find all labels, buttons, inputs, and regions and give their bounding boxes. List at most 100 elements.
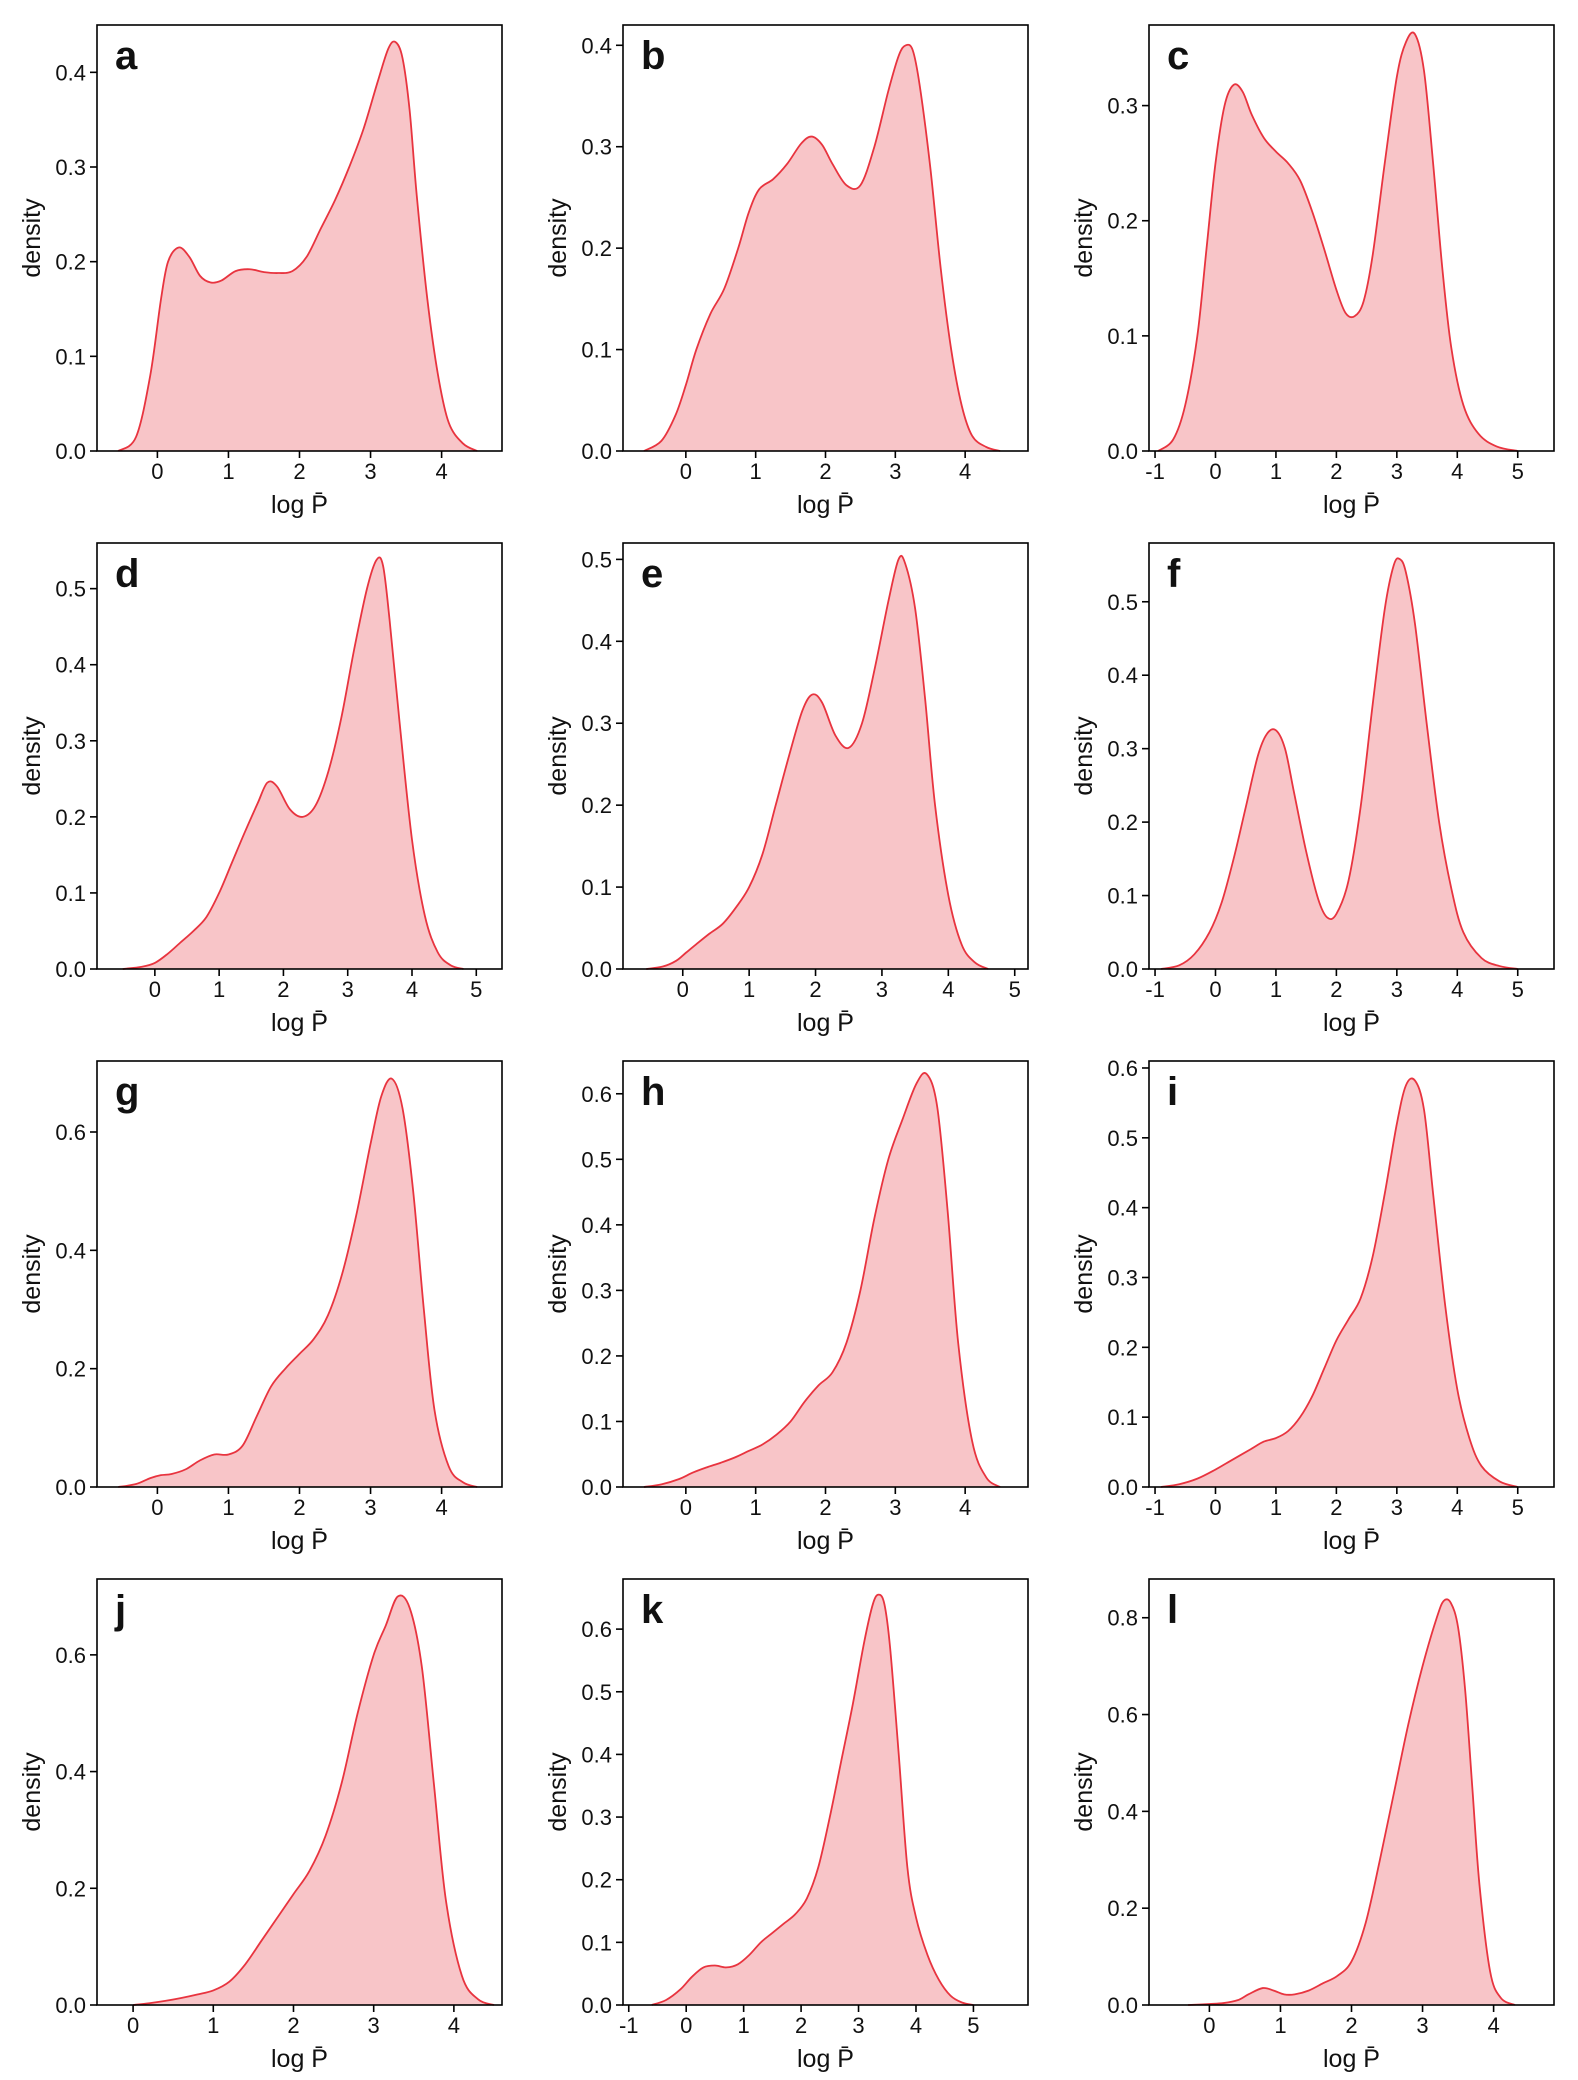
density-panel-j: 0 1 2 3 4 0.0 0.2 0.4 0.6 log P̄ density j xyxy=(0,1554,520,2073)
density-area-c xyxy=(1158,32,1518,451)
chart-svg-b: 0 1 2 3 4 0.0 0.1 0.2 0.3 0.4 log P̄ density b xyxy=(544,24,1029,519)
x-tick-label-l: 1 xyxy=(1274,2013,1286,2038)
x-tick-label-g: 1 xyxy=(222,1495,234,1520)
x-tick-label-f: 4 xyxy=(1451,977,1463,1002)
y-tick-label-h: 0.5 xyxy=(581,1147,612,1172)
density-curve-l xyxy=(1188,1598,1516,2006)
density-area-h xyxy=(643,1072,1001,1487)
y-tick-label-e: 0.3 xyxy=(581,711,612,736)
x-tick-label-h: 0 xyxy=(680,1495,692,1520)
density-curve-i xyxy=(1160,1077,1518,1488)
density-area-d xyxy=(122,557,464,969)
y-tick-label-h: 0.2 xyxy=(581,1344,612,1369)
y-tick-label-c: 0.2 xyxy=(1107,209,1138,234)
y-axis-label-l: density xyxy=(1070,1752,1098,1832)
panel-label-f: f xyxy=(1167,552,1181,596)
x-tick-label-b: 2 xyxy=(819,459,831,484)
panel-label-e: e xyxy=(641,552,663,596)
y-tick-label-j: 0.4 xyxy=(55,1760,86,1785)
y-tick-label-b: 0.3 xyxy=(581,135,612,160)
y-tick-label-a: 0.4 xyxy=(55,60,86,85)
y-tick-label-k: 0.0 xyxy=(581,1993,612,2018)
density-panel-b: 0 1 2 3 4 0.0 0.1 0.2 0.3 0.4 log P̄ density b xyxy=(526,0,1046,519)
x-axis-label-f: log P̄ xyxy=(1323,1009,1380,1037)
x-tick-label-j: 0 xyxy=(127,2013,139,2038)
y-tick-label-a: 0.0 xyxy=(55,439,86,464)
x-tick-label-d: 5 xyxy=(470,977,482,1002)
x-tick-label-k: 4 xyxy=(910,2013,922,2038)
x-tick-label-i: 4 xyxy=(1451,1495,1463,1520)
chart-svg-i: -1 0 1 2 3 4 5 0.0 0.1 0.2 0.3 0.4 0.5 0.6 log P̄ densi… xyxy=(1070,1056,1555,1555)
y-tick-label-f: 0.1 xyxy=(1107,884,1138,909)
x-tick-label-h: 2 xyxy=(819,1495,831,1520)
y-tick-label-j: 0.2 xyxy=(55,1876,86,1901)
panel-label-l: l xyxy=(1167,1588,1178,1632)
density-curve-e xyxy=(646,554,989,970)
x-tick-label-a: 1 xyxy=(222,459,234,484)
y-tick-label-k: 0.2 xyxy=(581,1868,612,1893)
y-tick-label-i: 0.4 xyxy=(1107,1196,1138,1221)
x-tick-label-l: 0 xyxy=(1203,2013,1215,2038)
panel-label-b: b xyxy=(641,34,665,78)
y-tick-label-i: 0.2 xyxy=(1107,1335,1138,1360)
density-curve-c xyxy=(1157,31,1518,452)
x-tick-label-j: 2 xyxy=(287,2013,299,2038)
x-tick-label-e: 5 xyxy=(1009,977,1021,1002)
x-tick-label-f: 0 xyxy=(1209,977,1221,1002)
density-panel-d: 0 1 2 3 4 5 0.0 0.1 0.2 0.3 0.4 0.5 log P̄ density d xyxy=(0,518,520,1037)
panel-label-h: h xyxy=(641,1070,665,1114)
x-tick-label-d: 1 xyxy=(213,977,225,1002)
y-tick-label-g: 0.2 xyxy=(55,1357,86,1382)
y-axis-label-e: density xyxy=(544,716,572,796)
chart-svg-c: -1 0 1 2 3 4 5 0.0 0.1 0.2 0.3 log P̄ density c xyxy=(1070,24,1555,519)
x-axis-label-i: log P̄ xyxy=(1323,1527,1380,1555)
density-curve-d xyxy=(122,556,464,970)
panel-label-j: j xyxy=(114,1588,126,1632)
x-tick-label-j: 3 xyxy=(368,2013,380,2038)
y-tick-label-e: 0.1 xyxy=(581,875,612,900)
x-tick-label-g: 2 xyxy=(293,1495,305,1520)
x-tick-label-d: 3 xyxy=(342,977,354,1002)
y-tick-label-g: 0.6 xyxy=(55,1120,86,1145)
x-tick-label-i: 0 xyxy=(1209,1495,1221,1520)
y-tick-label-i: 0.5 xyxy=(1107,1126,1138,1151)
density-area-j xyxy=(133,1595,494,2005)
y-tick-label-f: 0.2 xyxy=(1107,810,1138,835)
y-tick-label-j: 0.0 xyxy=(55,1993,86,2018)
x-tick-label-e: 3 xyxy=(876,977,888,1002)
density-curve-g xyxy=(118,1077,478,1488)
x-tick-label-f: 3 xyxy=(1391,977,1403,1002)
x-axis-label-h: log P̄ xyxy=(797,1527,854,1555)
y-tick-label-h: 0.3 xyxy=(581,1278,612,1303)
y-tick-label-e: 0.4 xyxy=(581,629,612,654)
density-curve-j xyxy=(132,1594,495,2006)
x-tick-label-h: 4 xyxy=(959,1495,971,1520)
x-tick-label-l: 3 xyxy=(1416,2013,1428,2038)
chart-svg-l: 0 1 2 3 4 0.0 0.2 0.4 0.6 0.8 log P̄ density l xyxy=(1070,1578,1555,2073)
x-tick-label-l: 4 xyxy=(1487,2013,1499,2038)
y-tick-label-b: 0.4 xyxy=(581,33,612,58)
density-panel-f: -1 0 1 2 3 4 5 0.0 0.1 0.2 0.3 0.4 0.5 log P̄ density f xyxy=(1052,518,1572,1037)
y-axis-label-j: density xyxy=(18,1752,46,1832)
y-axis-label-g: density xyxy=(18,1234,46,1314)
y-tick-label-k: 0.4 xyxy=(581,1742,612,1767)
y-axis-label-f: density xyxy=(1070,716,1098,796)
x-tick-label-c: 1 xyxy=(1270,459,1282,484)
y-tick-label-k: 0.3 xyxy=(581,1805,612,1830)
y-tick-label-c: 0.1 xyxy=(1107,324,1138,349)
y-axis-label-c: density xyxy=(1070,198,1098,278)
chart-svg-d: 0 1 2 3 4 5 0.0 0.1 0.2 0.3 0.4 0.5 log P̄ density d xyxy=(18,542,503,1037)
x-tick-label-d: 4 xyxy=(406,977,418,1002)
x-tick-label-a: 3 xyxy=(364,459,376,484)
y-axis-label-h: density xyxy=(544,1234,572,1314)
y-axis-label-a: density xyxy=(18,198,46,278)
x-tick-label-i: 2 xyxy=(1330,1495,1342,1520)
density-panel-k: -1 0 1 2 3 4 5 0.0 0.1 0.2 0.3 0.4 0.5 0.6 log P̄ densi… xyxy=(526,1554,1046,2073)
density-area-k xyxy=(651,1594,974,2005)
y-tick-label-i: 0.3 xyxy=(1107,1265,1138,1290)
x-tick-label-k: 2 xyxy=(795,2013,807,2038)
x-axis-label-l: log P̄ xyxy=(1323,2045,1380,2073)
y-tick-label-a: 0.1 xyxy=(55,344,86,369)
plot-frame-e xyxy=(622,542,1029,970)
